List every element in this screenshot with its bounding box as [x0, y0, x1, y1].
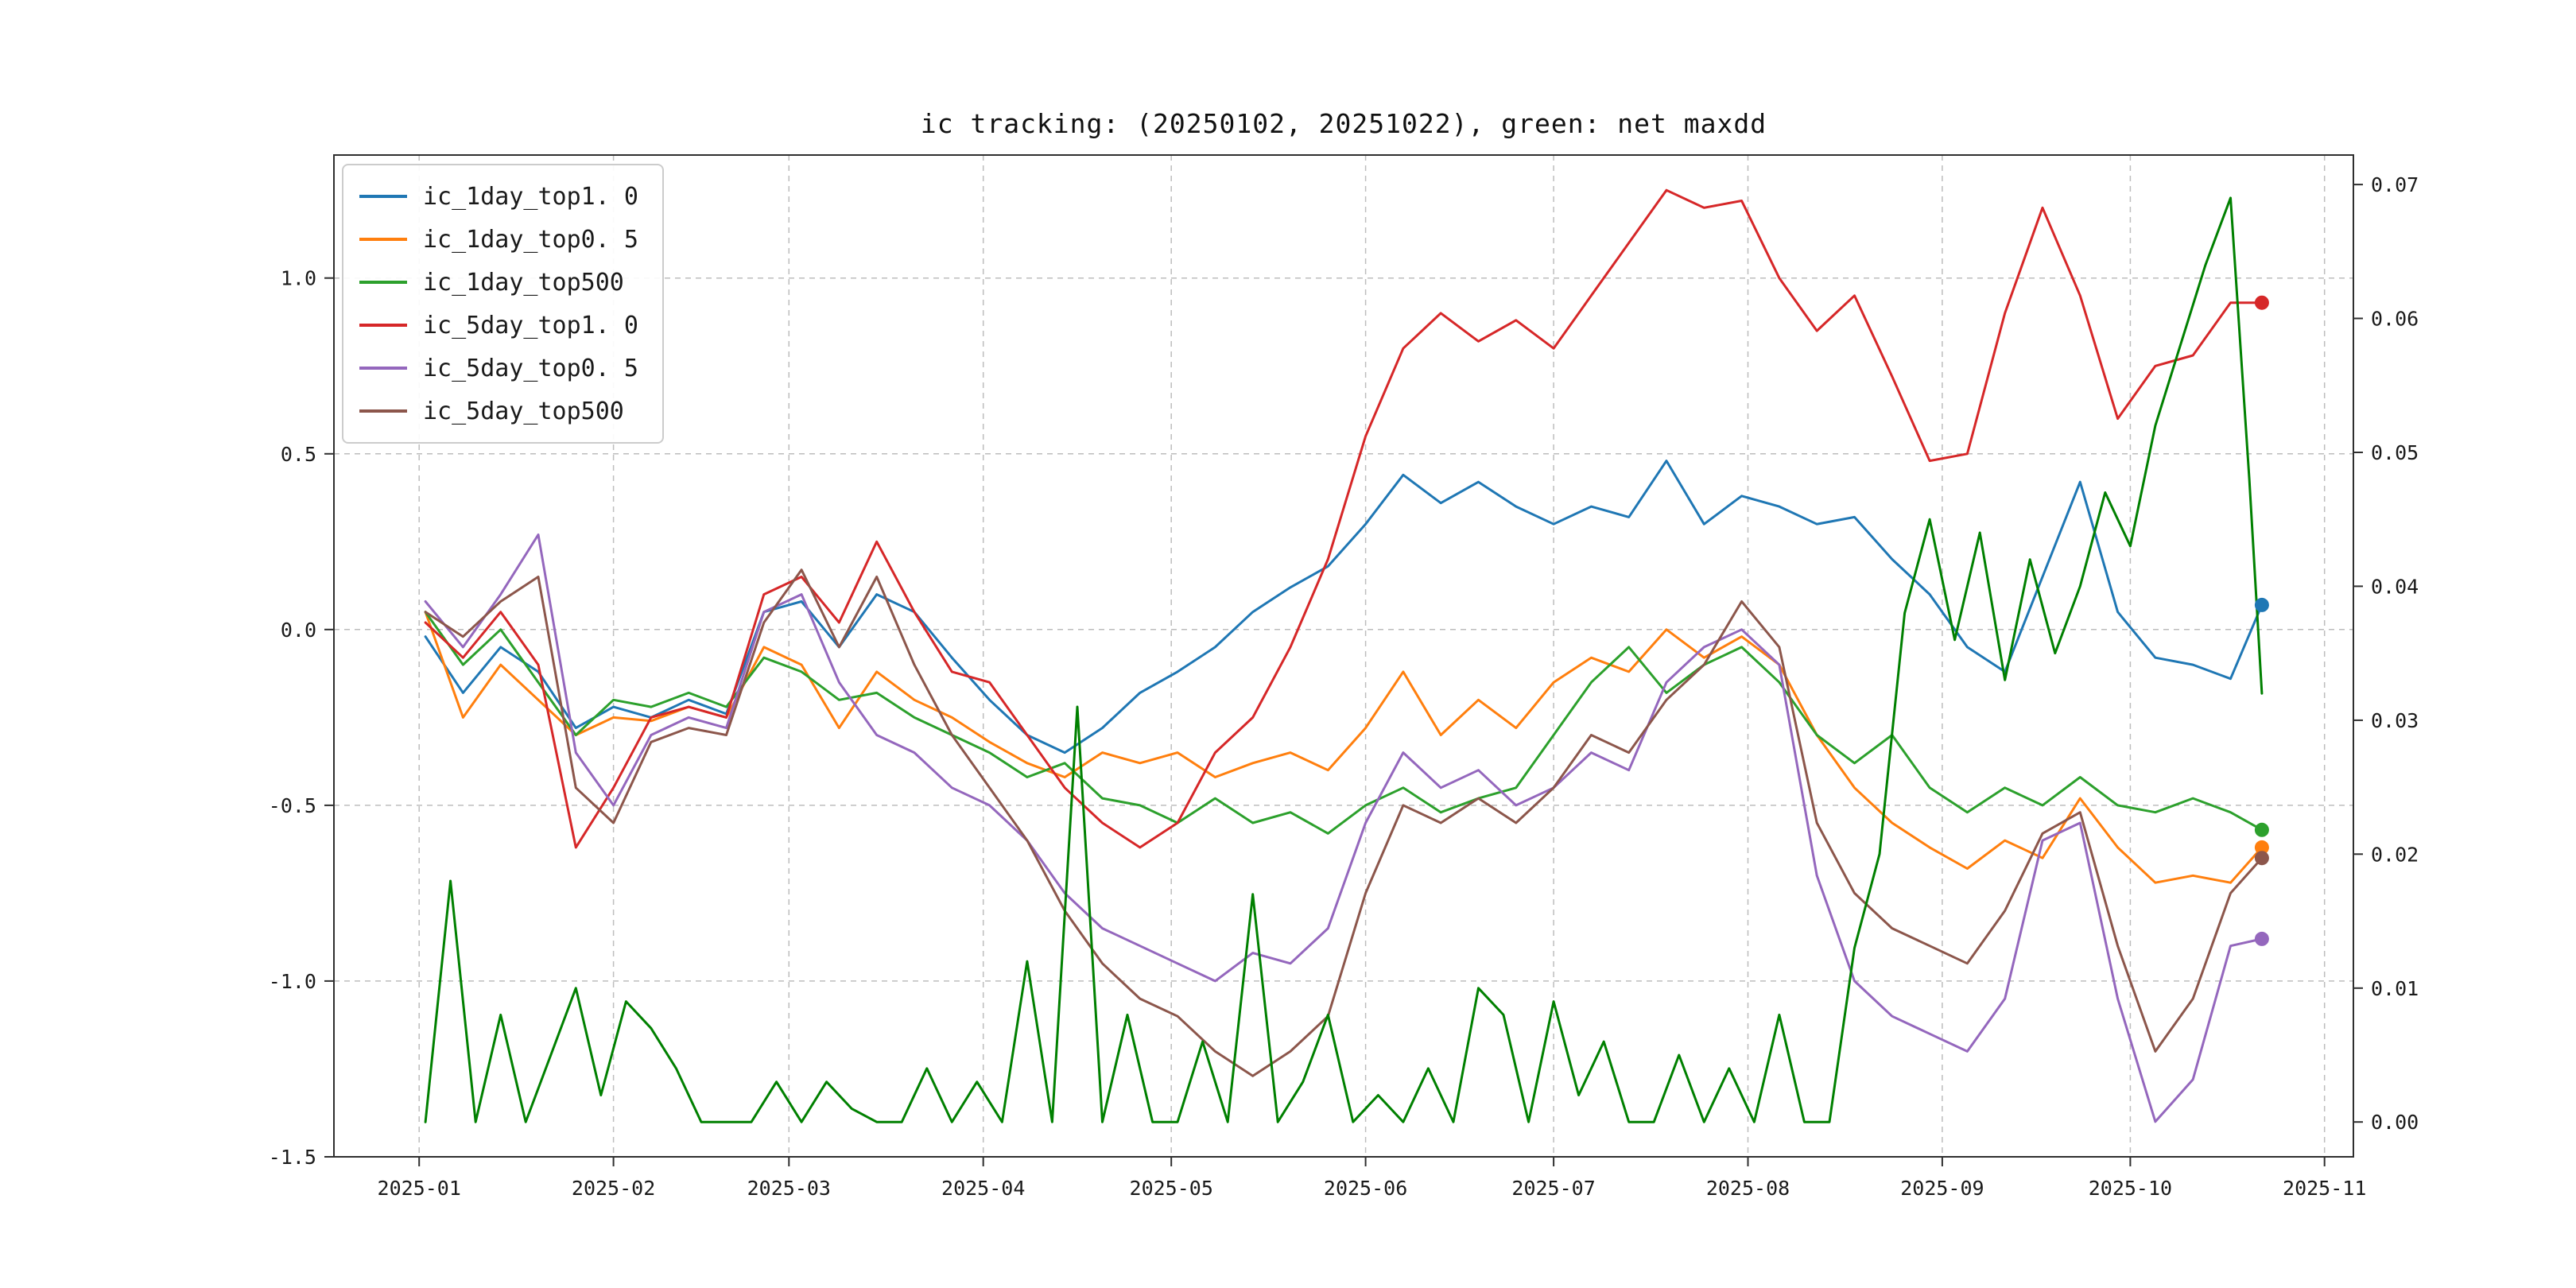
chart-title: ic tracking: (20250102, 20251022), green…: [920, 108, 1767, 139]
left-tick-label: -0.5: [269, 794, 316, 817]
legend-label: ic_5day_top0. 5: [423, 354, 638, 382]
legend-item-ic_1day_top0.5: ic_1day_top0. 5: [359, 218, 638, 261]
series-line-ic_5day_top0.5: [424, 533, 2264, 1123]
legend-item-ic_5day_top0.5: ic_5day_top0. 5: [359, 347, 638, 390]
x-tick-label: 2025-02: [572, 1177, 655, 1200]
legend-item-ic_1day_top500: ic_1day_top500: [359, 261, 638, 304]
series-line-ic_1day_top500: [424, 611, 2264, 835]
legend-item-ic_1day_top1.0: ic_1day_top1. 0: [359, 175, 638, 218]
x-tick-label: 2025-07: [1511, 1177, 1595, 1200]
x-tick-label: 2025-10: [2089, 1177, 2172, 1200]
legend-item-ic_5day_top1.0: ic_5day_top1. 0: [359, 304, 638, 347]
endpoint-dot-ic_5day_top1.0: [2254, 295, 2269, 310]
legend-swatch-orange: [359, 238, 407, 241]
right-tick-label: 0.06: [2371, 308, 2419, 331]
series-line-ic_5day_top500: [424, 568, 2264, 1077]
legend-swatch-purple: [359, 367, 407, 370]
right-tick-label: 0.03: [2371, 709, 2419, 732]
series-line-net_maxdd: [424, 196, 2264, 1123]
x-tick-label: 2025-09: [1900, 1177, 1984, 1200]
plot-border: [333, 154, 2354, 1158]
series-line-ic_1day_top0.5: [424, 611, 2264, 884]
left-tick-label: 0.0: [281, 619, 316, 642]
x-tick-label: 2025-04: [941, 1177, 1025, 1200]
endpoint-dot-ic_1day_top0.5: [2254, 840, 2269, 855]
endpoint-dot-ic_1day_top1.0: [2254, 597, 2269, 612]
right-tick-label: 0.05: [2371, 441, 2419, 464]
left-tick-label: -1.5: [269, 1146, 316, 1169]
left-tick-label: 0.5: [281, 443, 316, 466]
legend-swatch-green: [359, 281, 407, 284]
legend-swatch-brown: [359, 409, 407, 413]
endpoint-dot-ic_5day_top500: [2254, 851, 2269, 866]
legend-label: ic_1day_top0. 5: [423, 225, 638, 254]
series-line-ic_5day_top1.0: [424, 188, 2264, 849]
left-tick-label: 1.0: [281, 267, 316, 290]
x-tick-label: 2025-11: [2283, 1177, 2366, 1200]
right-tick-label: 0.01: [2371, 977, 2419, 1000]
x-tick-label: 2025-08: [1706, 1177, 1790, 1200]
legend: ic_1day_top1. 0 ic_1day_top0. 5 ic_1day_…: [342, 164, 664, 444]
legend-swatch-red: [359, 324, 407, 327]
legend-item-ic_5day_top500: ic_5day_top500: [359, 390, 638, 433]
left-tick-label: -1.0: [269, 970, 316, 993]
x-tick-label: 2025-01: [378, 1177, 461, 1200]
legend-label: ic_5day_top500: [423, 397, 624, 425]
legend-label: ic_1day_top1. 0: [423, 182, 638, 211]
endpoint-dot-ic_5day_top0.5: [2254, 931, 2269, 946]
legend-label: ic_5day_top1. 0: [423, 311, 638, 339]
endpoint-dot-ic_1day_top500: [2254, 822, 2269, 837]
right-tick-label: 0.00: [2371, 1111, 2419, 1134]
x-tick-label: 2025-06: [1324, 1177, 1407, 1200]
x-tick-label: 2025-03: [747, 1177, 831, 1200]
right-tick-label: 0.04: [2371, 575, 2419, 598]
x-tick-label: 2025-05: [1130, 1177, 1213, 1200]
legend-label: ic_1day_top500: [423, 268, 624, 297]
right-tick-label: 0.07: [2371, 173, 2419, 196]
right-tick-label: 0.02: [2371, 843, 2419, 866]
legend-swatch-blue: [359, 195, 407, 198]
